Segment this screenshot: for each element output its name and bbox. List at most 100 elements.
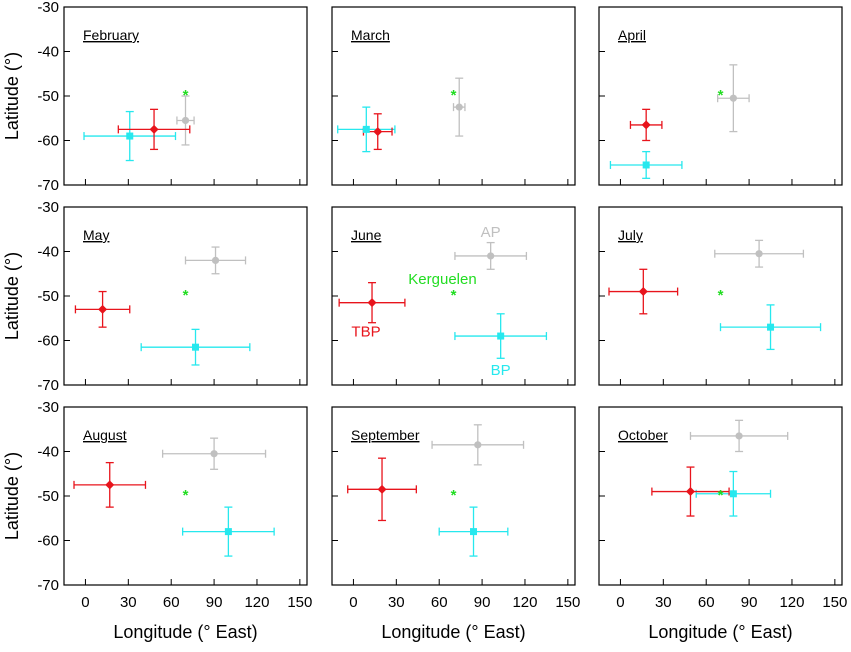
- y-tick-label: -70: [37, 377, 59, 394]
- ap-point: [487, 252, 495, 260]
- ap-point: [181, 116, 190, 125]
- y-tick-label: -60: [37, 533, 59, 550]
- ap-point: [474, 441, 482, 449]
- tbp-point: [641, 120, 651, 130]
- kerguelen-marker: *: [183, 487, 189, 504]
- kerguelen-marker: *: [183, 87, 189, 104]
- tbp-point: [638, 287, 648, 297]
- kerguelen-marker: *: [451, 487, 457, 504]
- labels-layer: -30 -40 -50 -60 -70 Latitude (°) -30 -40 -50 -60 -…: [2, 0, 847, 642]
- month-label: October: [618, 427, 668, 443]
- x-tick-label: 120: [779, 594, 804, 611]
- bp-point: [729, 490, 737, 498]
- y-tick-label: -50: [37, 88, 59, 105]
- kerguelen-marker: *: [451, 287, 457, 304]
- bp-point: [497, 332, 505, 340]
- x-tick-label: 120: [244, 594, 269, 611]
- panel-march: March *: [331, 6, 576, 186]
- bp-point: [126, 132, 134, 140]
- month-label: July: [618, 227, 643, 243]
- bp-point: [470, 528, 478, 536]
- x-tick-label: 30: [120, 594, 137, 611]
- tbp-point: [98, 304, 108, 314]
- x-tick-label: 90: [474, 594, 491, 611]
- kerguelen-marker: *: [718, 87, 724, 104]
- tbp-point: [149, 124, 159, 134]
- bp-point: [224, 528, 232, 536]
- month-label: June: [351, 227, 382, 243]
- panel-may: May *: [63, 206, 308, 386]
- ap-point: [755, 250, 763, 258]
- panel-april: April *: [598, 6, 843, 186]
- y-tick-label: -70: [37, 577, 59, 594]
- y-axis-title: Latitude (°): [2, 452, 22, 540]
- y-tick-label: -40: [37, 44, 59, 61]
- x-tick-label: 90: [206, 594, 223, 611]
- tbp-point: [685, 487, 695, 497]
- month-label: February: [83, 27, 139, 43]
- y-tick-label: -30: [37, 199, 59, 216]
- panel-frame: [598, 206, 843, 386]
- ap-point: [729, 94, 737, 102]
- annotation-ap: AP: [481, 224, 501, 241]
- panel-frame: [598, 406, 843, 586]
- x-tick-label: 0: [616, 594, 624, 611]
- x-tick-label: 60: [431, 594, 448, 611]
- panel-september: September *: [331, 406, 576, 586]
- x-tick-label: 150: [555, 594, 580, 611]
- x-tick-label: 60: [163, 594, 180, 611]
- panel-frame: [63, 206, 308, 386]
- annotation-kerguelen: Kerguelen: [408, 271, 476, 288]
- x-tick-label: 150: [287, 594, 312, 611]
- tbp-point: [377, 484, 387, 494]
- kerguelen-marker: *: [451, 87, 457, 104]
- month-label: May: [83, 227, 109, 243]
- tbp-point: [367, 298, 377, 308]
- panel-july: July *: [598, 206, 843, 386]
- y-tick-label: -50: [37, 488, 59, 505]
- x-tick-label: 30: [655, 594, 672, 611]
- ap-point: [210, 450, 218, 458]
- panel-frame: [331, 6, 576, 186]
- tbp-point: [373, 127, 383, 137]
- bp-point: [362, 125, 370, 133]
- panels-layer: February * March * April * May * June * AP Kerguele…: [63, 6, 843, 586]
- ap-point: [455, 103, 463, 111]
- ap-point: [211, 256, 220, 264]
- y-tick-label: -30: [37, 0, 59, 16]
- y-tick-label: -70: [37, 177, 59, 194]
- y-axis-title: Latitude (°): [2, 252, 22, 340]
- x-tick-label: 60: [698, 594, 715, 611]
- x-tick-label: 30: [388, 594, 405, 611]
- month-label: September: [351, 427, 420, 443]
- y-tick-label: -50: [37, 288, 59, 305]
- y-tick-label: -60: [37, 133, 59, 150]
- y-tick-label: -30: [37, 399, 59, 416]
- y-axis-title: Latitude (°): [2, 52, 22, 140]
- bp-point: [642, 161, 650, 169]
- panel-october: October *: [598, 406, 843, 586]
- panel-august: August *: [63, 406, 308, 586]
- bp-point: [192, 343, 200, 351]
- x-tick-label: 0: [81, 594, 89, 611]
- ap-point: [735, 432, 743, 440]
- panel-frame: [331, 406, 576, 586]
- panel-february: February *: [63, 6, 308, 186]
- x-tick-label: 120: [512, 594, 537, 611]
- x-tick-label: 90: [741, 594, 758, 611]
- x-tick-label: 150: [822, 594, 847, 611]
- x-axis-title: Longitude (° East): [648, 622, 792, 642]
- panel-june: June * AP Kerguelen TBP BP: [331, 206, 576, 386]
- y-tick-label: -60: [37, 333, 59, 350]
- x-tick-label: 0: [349, 594, 357, 611]
- x-axis-title: Longitude (° East): [113, 622, 257, 642]
- kerguelen-marker: *: [183, 287, 189, 304]
- kerguelen-marker: *: [718, 287, 724, 304]
- panel-frame: [598, 6, 843, 186]
- y-tick-label: -40: [37, 444, 59, 461]
- x-axis-title: Longitude (° East): [381, 622, 525, 642]
- y-tick-label: -40: [37, 244, 59, 261]
- kerguelen-marker: *: [718, 487, 724, 504]
- month-label: March: [351, 27, 390, 43]
